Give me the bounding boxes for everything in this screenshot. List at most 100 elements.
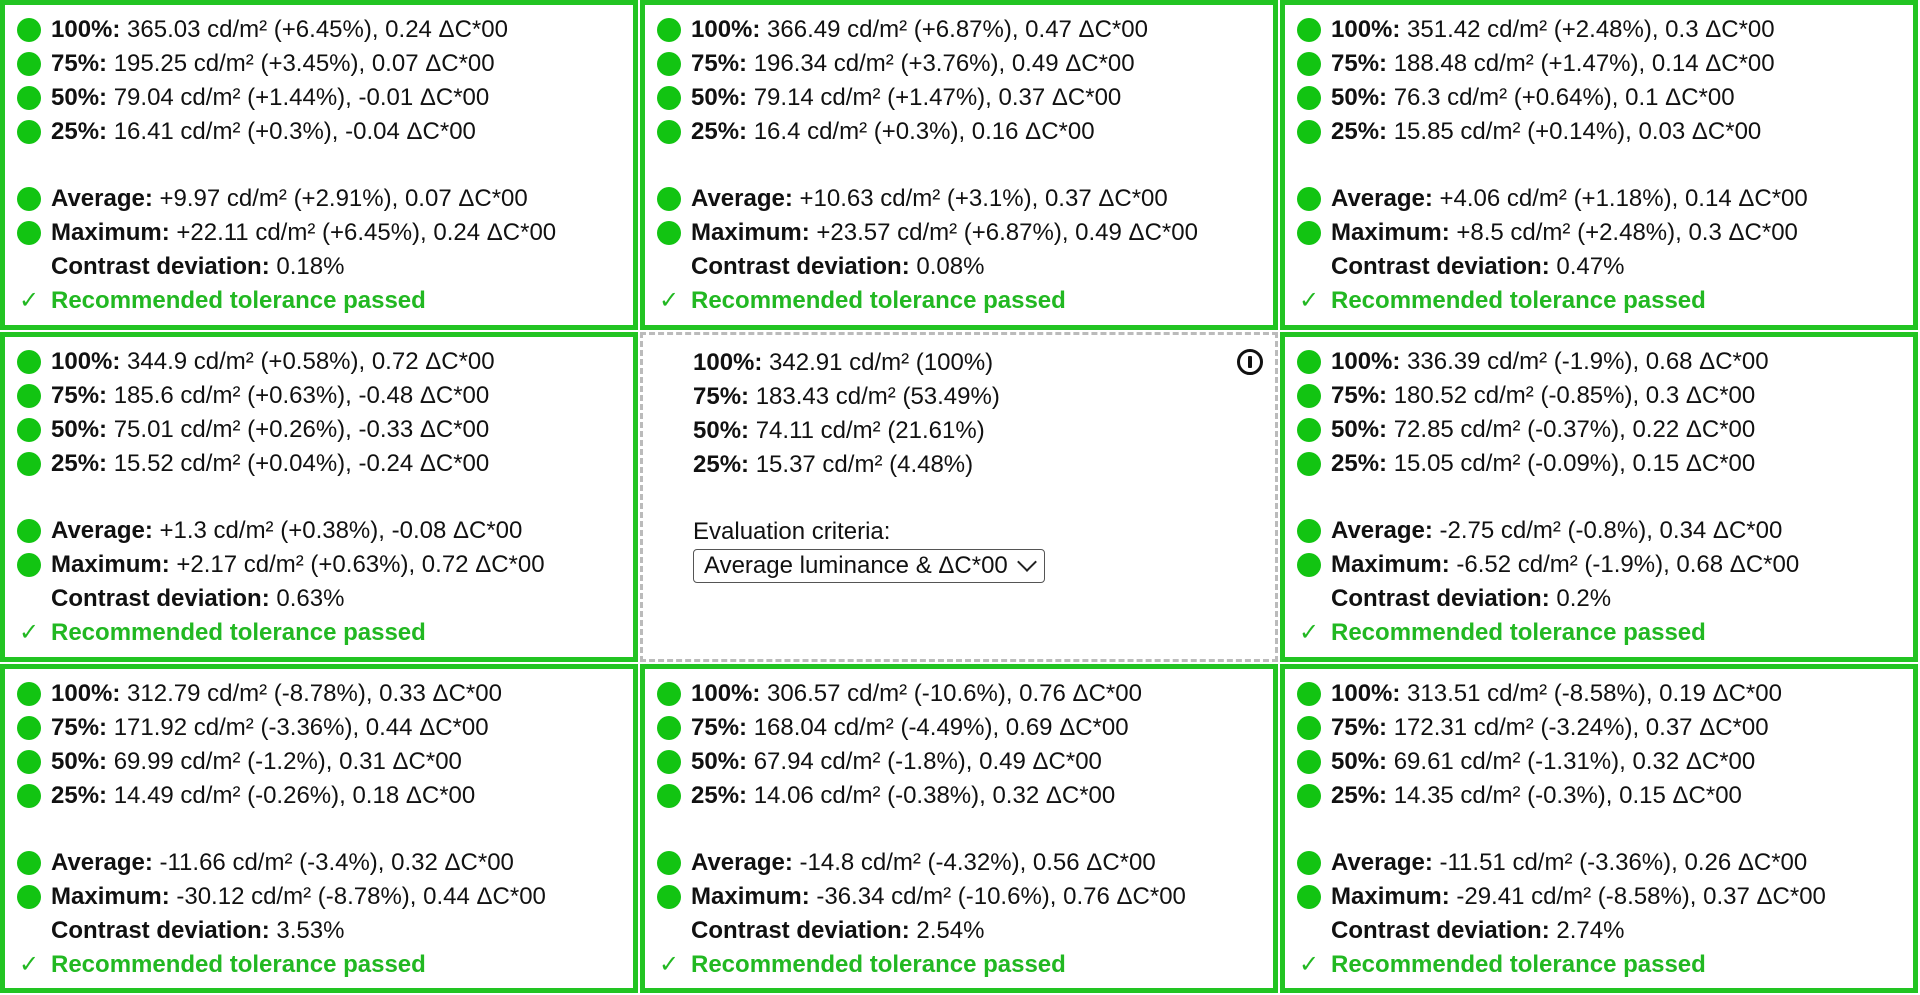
tolerance-result: ✓ Recommended tolerance passed [1297, 616, 1913, 650]
zone-bottom-left: 100%: 312.79 cd/m² (-8.78%), 0.33 ΔC*00 … [0, 664, 638, 993]
row-75: 75%: 180.52 cd/m² (-0.85%), 0.3 ΔC*00 [1297, 379, 1913, 413]
row-50: 50%: 72.85 cd/m² (-0.37%), 0.22 ΔC*00 [1297, 413, 1913, 447]
status-dot [1297, 553, 1321, 577]
status-dot [17, 86, 41, 110]
info-icon[interactable] [1237, 349, 1263, 375]
status-dot [1297, 18, 1321, 42]
row-25: 25%: 14.35 cd/m² (-0.3%), 0.15 ΔC*00 [1297, 779, 1913, 813]
ref-row-25: 25%: 15.37 cd/m² (4.48%) [693, 451, 974, 478]
row-75: 75%: 168.04 cd/m² (-4.49%), 0.69 ΔC*00 [657, 711, 1273, 745]
row-50: 50%: 69.61 cd/m² (-1.31%), 0.32 ΔC*00 [1297, 745, 1913, 779]
status-dot [657, 221, 681, 245]
row-75: 75%: 185.6 cd/m² (+0.63%), -0.48 ΔC*00 [17, 379, 633, 413]
status-dot [1297, 221, 1321, 245]
tolerance-result: ✓ Recommended tolerance passed [1297, 284, 1913, 318]
row-maximum: Maximum: +2.17 cd/m² (+0.63%), 0.72 ΔC*0… [17, 548, 633, 582]
row-maximum: Maximum: +22.11 cd/m² (+6.45%), 0.24 ΔC*… [17, 216, 633, 250]
chevron-down-icon [1016, 552, 1037, 572]
status-dot [657, 716, 681, 740]
check-icon: ✓ [18, 951, 40, 978]
status-dot [17, 221, 41, 245]
row-50: 50%: 79.14 cd/m² (+1.47%), 0.37 ΔC*00 [657, 81, 1273, 115]
tolerance-result: ✓ Recommended tolerance passed [657, 948, 1273, 982]
zone-top-left: 100%: 365.03 cd/m² (+6.45%), 0.24 ΔC*00 … [0, 0, 638, 330]
row-contrast: Contrast deviation: 0.08% [691, 253, 985, 280]
row-75: 75%: 171.92 cd/m² (-3.36%), 0.44 ΔC*00 [17, 711, 633, 745]
evaluation-criteria-value: Average luminance & ΔC*00 [704, 552, 1008, 579]
status-dot [1297, 750, 1321, 774]
status-dot [17, 418, 41, 442]
row-maximum: Maximum: -6.52 cd/m² (-1.9%), 0.68 ΔC*00 [1297, 548, 1913, 582]
status-dot [17, 851, 41, 875]
status-dot [1297, 452, 1321, 476]
row-contrast: Contrast deviation: 0.63% [51, 585, 345, 612]
row-contrast: Contrast deviation: 2.54% [691, 917, 985, 944]
status-dot [1297, 716, 1321, 740]
row-contrast: Contrast deviation: 0.2% [1331, 585, 1612, 612]
tolerance-result: ✓ Recommended tolerance passed [17, 948, 633, 982]
status-dot [17, 452, 41, 476]
row-maximum: Maximum: +23.57 cd/m² (+6.87%), 0.49 ΔC*… [657, 216, 1273, 250]
row-25: 25%: 15.85 cd/m² (+0.14%), 0.03 ΔC*00 [1297, 115, 1913, 149]
status-dot [1297, 120, 1321, 144]
row-75: 75%: 196.34 cd/m² (+3.76%), 0.49 ΔC*00 [657, 47, 1273, 81]
row-25: 25%: 16.41 cd/m² (+0.3%), -0.04 ΔC*00 [17, 115, 633, 149]
row-75: 75%: 172.31 cd/m² (-3.24%), 0.37 ΔC*00 [1297, 711, 1913, 745]
status-dot [1297, 851, 1321, 875]
row-75: 75%: 195.25 cd/m² (+3.45%), 0.07 ΔC*00 [17, 47, 633, 81]
zone-center-reference: 100%: 342.91 cd/m² (100%) 75%: 183.43 cd… [640, 332, 1278, 662]
status-dot [657, 86, 681, 110]
check-icon: ✓ [18, 287, 40, 314]
status-dot [657, 682, 681, 706]
status-dot [1297, 682, 1321, 706]
status-dot [657, 187, 681, 211]
row-average: Average: +4.06 cd/m² (+1.18%), 0.14 ΔC*0… [1297, 182, 1913, 216]
status-dot [17, 682, 41, 706]
status-dot [657, 851, 681, 875]
zone-top-right: 100%: 351.42 cd/m² (+2.48%), 0.3 ΔC*00 7… [1280, 0, 1918, 330]
zone-bottom-center: 100%: 306.57 cd/m² (-10.6%), 0.76 ΔC*00 … [640, 664, 1278, 993]
row-25: 25%: 16.4 cd/m² (+0.3%), 0.16 ΔC*00 [657, 115, 1273, 149]
row-50: 50%: 67.94 cd/m² (-1.8%), 0.49 ΔC*00 [657, 745, 1273, 779]
row-50: 50%: 79.04 cd/m² (+1.44%), -0.01 ΔC*00 [17, 81, 633, 115]
status-dot [657, 18, 681, 42]
tolerance-result: ✓ Recommended tolerance passed [1297, 948, 1913, 982]
row-100: 100%: 351.42 cd/m² (+2.48%), 0.3 ΔC*00 [1297, 13, 1913, 47]
status-dot [1297, 86, 1321, 110]
row-maximum: Maximum: -29.41 cd/m² (-8.58%), 0.37 ΔC*… [1297, 880, 1913, 914]
row-100: 100%: 312.79 cd/m² (-8.78%), 0.33 ΔC*00 [17, 677, 633, 711]
row-100: 100%: 336.39 cd/m² (-1.9%), 0.68 ΔC*00 [1297, 345, 1913, 379]
tolerance-result: ✓ Recommended tolerance passed [17, 616, 633, 650]
row-25: 25%: 15.05 cd/m² (-0.09%), 0.15 ΔC*00 [1297, 447, 1913, 481]
status-dot [17, 18, 41, 42]
status-dot [657, 784, 681, 808]
status-dot [1297, 187, 1321, 211]
row-50: 50%: 75.01 cd/m² (+0.26%), -0.33 ΔC*00 [17, 413, 633, 447]
row-average: Average: +10.63 cd/m² (+3.1%), 0.37 ΔC*0… [657, 182, 1273, 216]
row-25: 25%: 15.52 cd/m² (+0.04%), -0.24 ΔC*00 [17, 447, 633, 481]
row-average: Average: +9.97 cd/m² (+2.91%), 0.07 ΔC*0… [17, 182, 633, 216]
status-dot [657, 885, 681, 909]
status-dot [17, 519, 41, 543]
row-100: 100%: 306.57 cd/m² (-10.6%), 0.76 ΔC*00 [657, 677, 1273, 711]
row-100: 100%: 313.51 cd/m² (-8.58%), 0.19 ΔC*00 [1297, 677, 1913, 711]
ref-row-100: 100%: 342.91 cd/m² (100%) [693, 349, 994, 376]
row-contrast: Contrast deviation: 2.74% [1331, 917, 1625, 944]
row-contrast: Contrast deviation: 3.53% [51, 917, 345, 944]
row-maximum: Maximum: -36.34 cd/m² (-10.6%), 0.76 ΔC*… [657, 880, 1273, 914]
status-dot [657, 52, 681, 76]
zone-middle-right: 100%: 336.39 cd/m² (-1.9%), 0.68 ΔC*00 7… [1280, 332, 1918, 662]
row-maximum: Maximum: -30.12 cd/m² (-8.78%), 0.44 ΔC*… [17, 880, 633, 914]
ref-row-50: 50%: 74.11 cd/m² (21.61%) [693, 417, 985, 444]
status-dot [17, 750, 41, 774]
check-icon: ✓ [18, 619, 40, 646]
row-average: Average: +1.3 cd/m² (+0.38%), -0.08 ΔC*0… [17, 514, 633, 548]
row-average: Average: -11.51 cd/m² (-3.36%), 0.26 ΔC*… [1297, 846, 1913, 880]
row-50: 50%: 69.99 cd/m² (-1.2%), 0.31 ΔC*00 [17, 745, 633, 779]
row-25: 25%: 14.06 cd/m² (-0.38%), 0.32 ΔC*00 [657, 779, 1273, 813]
status-dot [17, 885, 41, 909]
status-dot [1297, 519, 1321, 543]
status-dot [17, 52, 41, 76]
evaluation-criteria-select[interactable]: Average luminance & ΔC*00 [693, 549, 1045, 583]
